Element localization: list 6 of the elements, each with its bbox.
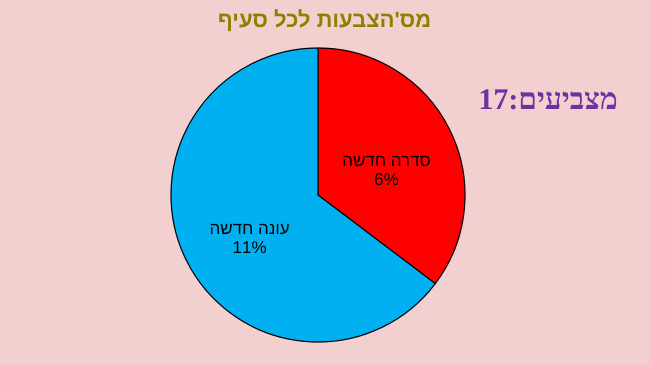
data-label: 11% [232,238,267,258]
chart-title: מס'הצבעות לכל סעיף [218,7,432,32]
slice-label: עונה חדשה [209,219,290,238]
text: מצביעים:17 [478,83,618,116]
data-label: 6% [374,170,399,189]
slice-label: סדרה חדשה [342,150,431,170]
